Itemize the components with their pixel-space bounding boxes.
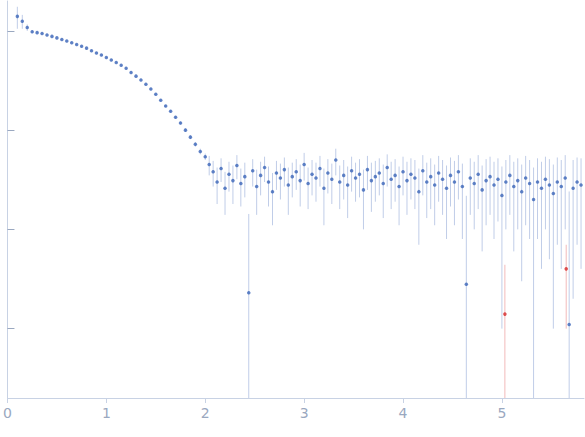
svg-text:1: 1 — [102, 405, 111, 421]
svg-text:4: 4 — [399, 405, 408, 421]
svg-text:0: 0 — [3, 405, 12, 421]
svg-text:3: 3 — [300, 405, 309, 421]
svg-text:5: 5 — [497, 405, 506, 421]
svg-text:2: 2 — [201, 405, 210, 421]
